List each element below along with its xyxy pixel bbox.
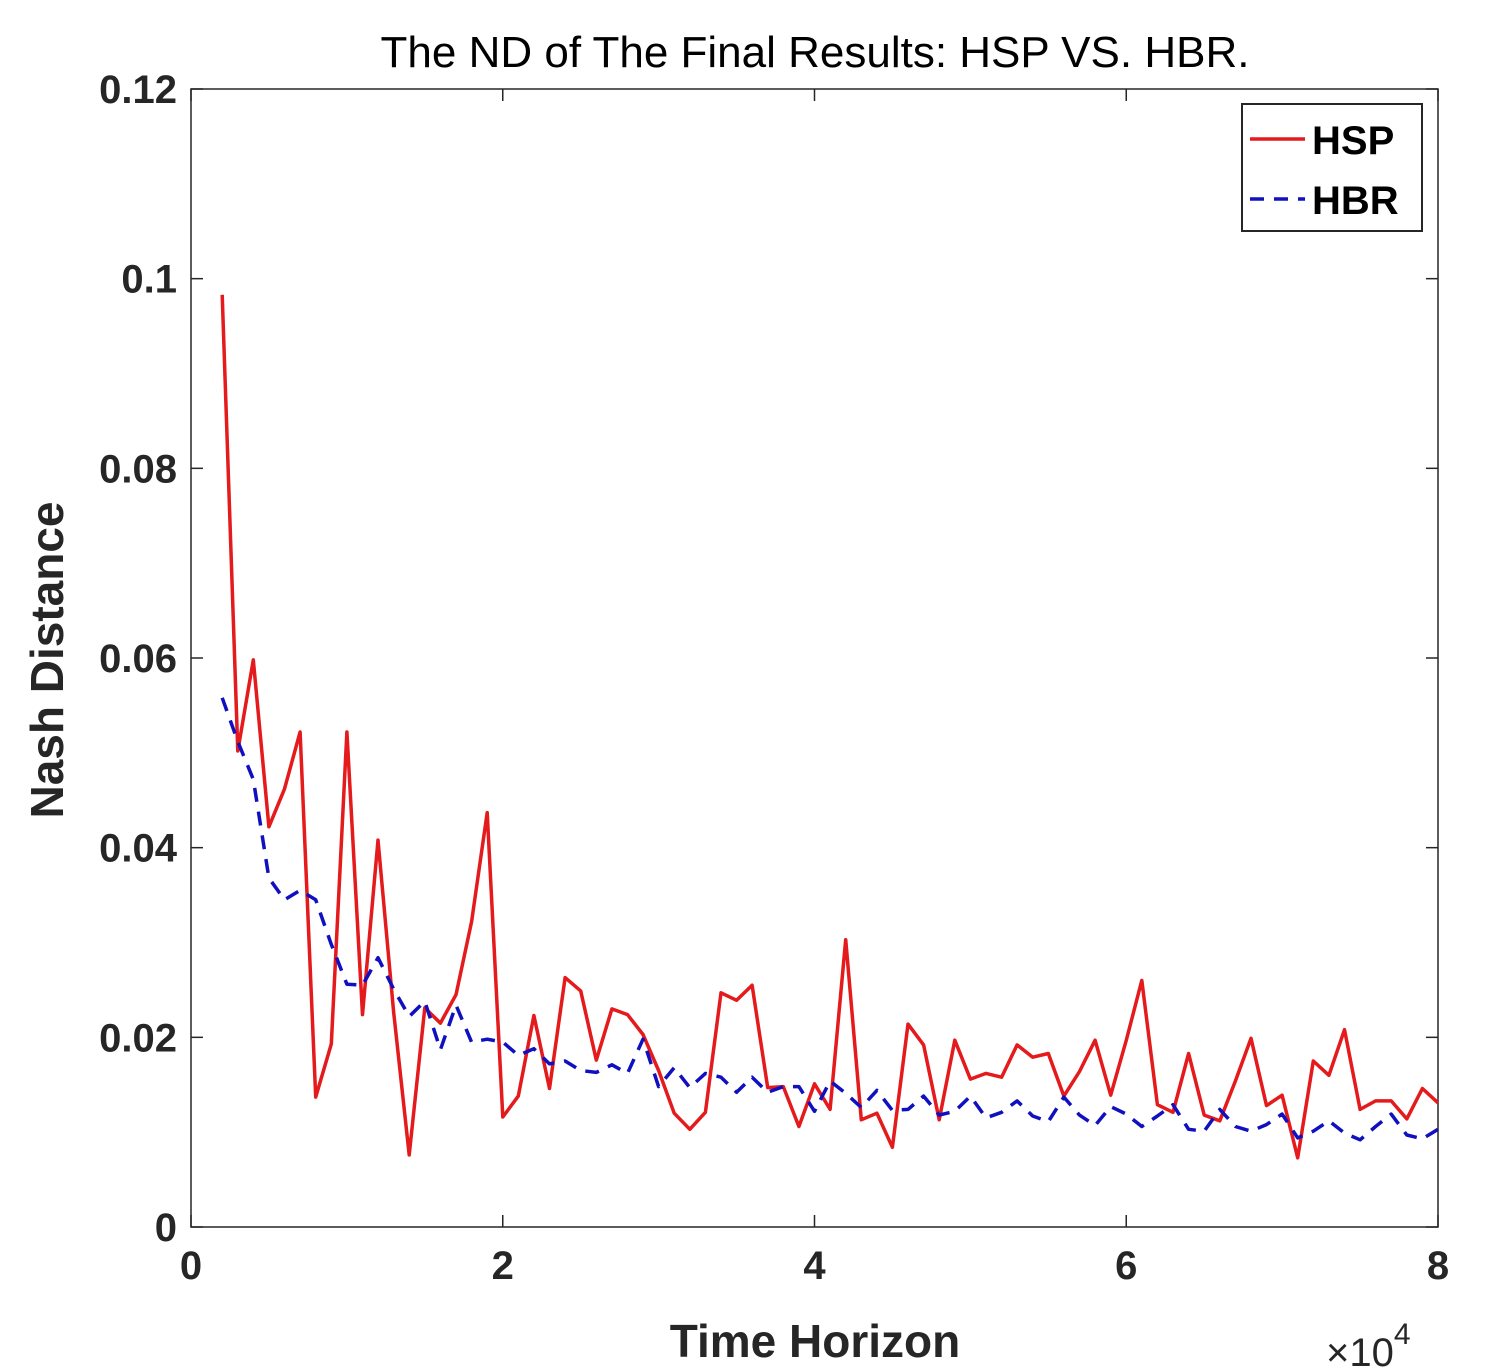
series-layer xyxy=(220,294,1440,1160)
y-tick-label: 0.04 xyxy=(99,827,178,871)
x-tick-label: 4 xyxy=(803,1244,826,1288)
plot-area xyxy=(190,88,1439,1228)
legend-label-hsp: HSP xyxy=(1312,119,1394,163)
legend-box xyxy=(1241,103,1423,232)
y-tick-label: 0.12 xyxy=(99,68,177,112)
y-axis-ticks: 0 0.02 0.04 0.06 0.08 0.1 0.12 xyxy=(99,68,1438,1250)
x-axis-multiplier: ×104 xyxy=(1326,1318,1411,1369)
chart-title: The ND of The Final Results: HSP VS. HBR… xyxy=(381,28,1250,77)
x-axis-ticks: 0 2 4 6 8 xyxy=(180,89,1449,1288)
x-tick-label: 0 xyxy=(180,1244,202,1288)
svg-text:×104: ×104 xyxy=(1326,1318,1411,1369)
y-tick-label: 0.06 xyxy=(99,637,177,681)
legend-label-hbr: HBR xyxy=(1312,179,1399,223)
x-multiplier-exponent: 4 xyxy=(1394,1318,1411,1351)
x-multiplier-base: ×10 xyxy=(1326,1331,1394,1369)
legend: HSP HBR xyxy=(1241,103,1423,232)
y-tick-label: 0.1 xyxy=(121,258,177,302)
y-tick-label: 0.08 xyxy=(99,447,177,491)
y-tick-label: 0.02 xyxy=(99,1016,177,1060)
x-tick-label: 8 xyxy=(1427,1244,1449,1288)
y-axis-label: Nash Distance xyxy=(21,501,73,818)
x-axis-label: Time Horizon xyxy=(670,1315,961,1367)
y-tick-label: 0 xyxy=(155,1206,177,1250)
x-tick-label: 2 xyxy=(492,1244,514,1288)
series-line-hsp xyxy=(220,294,1440,1160)
plot-frame xyxy=(190,88,1439,1228)
x-tick-label: 6 xyxy=(1115,1244,1137,1288)
series-line-hbr xyxy=(220,697,1439,1142)
